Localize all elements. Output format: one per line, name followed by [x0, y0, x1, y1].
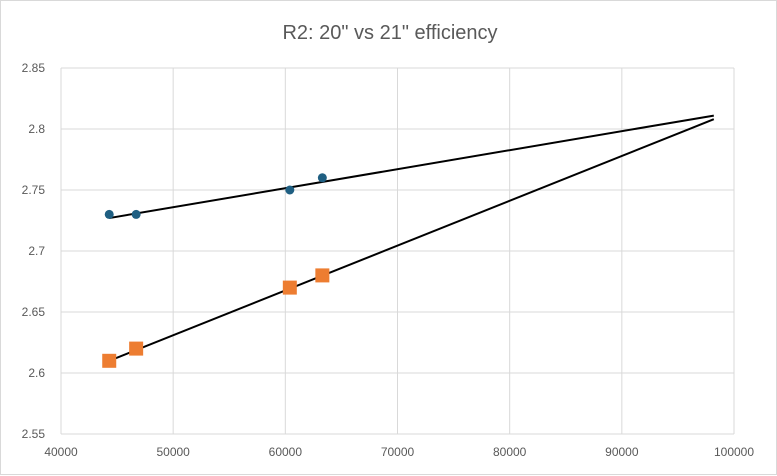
x-tick-label: 100000 [714, 445, 754, 459]
x-tick-label: 70000 [381, 445, 415, 459]
series-2-point [129, 341, 144, 356]
y-tick-label: 2.6 [28, 366, 45, 380]
y-tick-label: 2.75 [22, 183, 46, 197]
grid-layer [60, 67, 735, 435]
series-1-trendline [109, 114, 714, 220]
x-tick-label: 90000 [605, 445, 639, 459]
series-1-point [317, 173, 327, 183]
point-layer [102, 173, 330, 368]
series-1-point [104, 209, 114, 219]
x-tick-label: 50000 [156, 445, 190, 459]
x-tick-label: 40000 [44, 445, 78, 459]
x-tick-label: 60000 [269, 445, 303, 459]
trendline-layer [108, 114, 715, 362]
x-tick-label: 80000 [493, 445, 527, 459]
y-tick-label: 2.55 [22, 427, 46, 441]
y-tick-label: 2.65 [22, 305, 46, 319]
tick-layer: 40000 50000 60000 70000 80000 90000 100000 2.55… [22, 61, 755, 459]
chart-title: R2: 20" vs 21" efficiency [282, 22, 497, 44]
y-tick-label: 2.85 [22, 61, 46, 75]
series-2-point [315, 268, 330, 283]
series-1-point [131, 209, 141, 219]
series-2-point [102, 353, 117, 368]
series-1-point [285, 185, 295, 195]
y-tick-label: 2.8 [28, 122, 45, 136]
y-tick-label: 2.7 [28, 244, 45, 258]
series-2-point [282, 280, 297, 295]
series-2-trendline [108, 118, 715, 362]
